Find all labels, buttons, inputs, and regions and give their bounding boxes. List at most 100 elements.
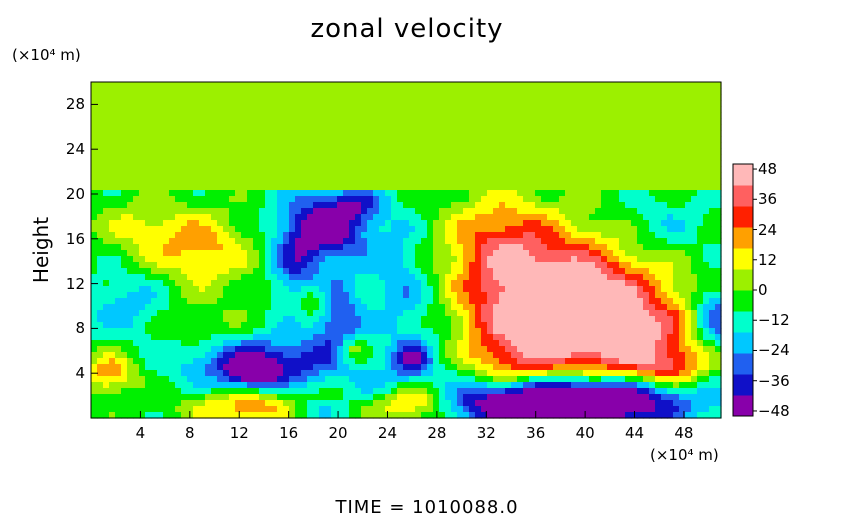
heatmap-cell xyxy=(667,292,674,299)
heatmap-cell xyxy=(505,274,512,281)
heatmap-cell xyxy=(463,124,470,131)
heatmap-cell xyxy=(415,154,422,161)
heatmap-cell xyxy=(685,136,692,143)
heatmap-cell xyxy=(217,286,224,293)
heatmap-cell xyxy=(97,244,104,251)
heatmap-cell xyxy=(289,298,296,305)
heatmap-cell xyxy=(313,328,320,335)
heatmap-cell xyxy=(427,172,434,179)
heatmap-cell xyxy=(559,232,566,239)
heatmap-cell xyxy=(175,340,182,347)
heatmap-cell xyxy=(319,214,326,221)
heatmap-cell xyxy=(439,232,446,239)
heatmap-cell xyxy=(97,286,104,293)
heatmap-cell xyxy=(211,160,218,167)
heatmap-cell xyxy=(691,172,698,179)
heatmap-cell xyxy=(649,298,656,305)
heatmap-cell xyxy=(265,322,272,329)
heatmap-cell xyxy=(613,346,620,353)
heatmap-cell xyxy=(547,184,554,191)
heatmap-cell xyxy=(217,118,224,125)
heatmap-cell xyxy=(145,286,152,293)
heatmap-cell xyxy=(427,262,434,269)
heatmap-cell xyxy=(205,220,212,227)
heatmap-cell xyxy=(103,82,110,89)
heatmap-cell xyxy=(325,220,332,227)
heatmap-cell xyxy=(421,100,428,107)
heatmap-cell xyxy=(313,286,320,293)
heatmap-cell xyxy=(559,112,566,119)
heatmap-cell xyxy=(229,262,236,269)
heatmap-cell xyxy=(355,310,362,317)
heatmap-cell xyxy=(91,94,98,101)
heatmap-cell xyxy=(601,304,608,311)
heatmap-cell xyxy=(121,136,128,143)
heatmap-cell xyxy=(523,304,530,311)
heatmap-cell xyxy=(397,346,404,353)
heatmap-cell xyxy=(493,280,500,287)
heatmap-cell xyxy=(415,130,422,137)
heatmap-cell xyxy=(169,184,176,191)
heatmap-cell xyxy=(643,94,650,101)
heatmap-cell xyxy=(577,160,584,167)
heatmap-cell xyxy=(415,358,422,365)
heatmap-cell xyxy=(139,298,146,305)
heatmap-cell xyxy=(181,244,188,251)
heatmap-cell xyxy=(367,202,374,209)
heatmap-cell xyxy=(205,292,212,299)
heatmap-cell xyxy=(391,178,398,185)
heatmap-cell xyxy=(421,232,428,239)
heatmap-cell xyxy=(103,268,110,275)
heatmap-cell xyxy=(637,250,644,257)
heatmap-cell xyxy=(151,250,158,257)
heatmap-cell xyxy=(541,94,548,101)
heatmap-cell xyxy=(571,208,578,215)
heatmap-cell xyxy=(583,88,590,95)
heatmap-cell xyxy=(511,322,518,329)
heatmap-cell xyxy=(475,298,482,305)
heatmap-cell xyxy=(253,130,260,137)
heatmap-cell xyxy=(649,196,656,203)
heatmap-cell xyxy=(157,142,164,149)
heatmap-cell xyxy=(289,202,296,209)
heatmap-cell xyxy=(91,346,98,353)
heatmap-cell xyxy=(361,100,368,107)
heatmap-cell xyxy=(361,82,368,89)
heatmap-cell xyxy=(109,352,116,359)
heatmap-cell xyxy=(697,256,704,263)
heatmap-cell xyxy=(265,232,272,239)
heatmap-cell xyxy=(247,274,254,281)
heatmap-cell xyxy=(385,280,392,287)
heatmap-cell xyxy=(601,118,608,125)
heatmap-cell xyxy=(493,304,500,311)
heatmap-cell xyxy=(403,154,410,161)
heatmap-cell xyxy=(625,88,632,95)
heatmap-cell xyxy=(427,322,434,329)
heatmap-cell xyxy=(391,130,398,137)
heatmap-cell xyxy=(151,214,158,221)
heatmap-cell xyxy=(283,142,290,149)
heatmap-cell xyxy=(451,244,458,251)
heatmap-cell xyxy=(613,292,620,299)
heatmap-cell xyxy=(199,202,206,209)
heatmap-cell xyxy=(529,232,536,239)
heatmap-cell xyxy=(715,310,722,317)
heatmap-cell xyxy=(433,298,440,305)
heatmap-cell xyxy=(133,292,140,299)
heatmap-cell xyxy=(541,220,548,227)
heatmap-cell xyxy=(673,130,680,137)
heatmap-cell xyxy=(289,82,296,89)
heatmap-cell xyxy=(415,112,422,119)
heatmap-cell xyxy=(535,100,542,107)
heatmap-cell xyxy=(529,208,536,215)
heatmap-cell xyxy=(661,88,668,95)
heatmap-cell xyxy=(625,274,632,281)
heatmap-cell xyxy=(709,184,716,191)
heatmap-cell xyxy=(361,106,368,113)
heatmap-cell xyxy=(325,346,332,353)
heatmap-cell xyxy=(541,202,548,209)
heatmap-cell xyxy=(295,178,302,185)
heatmap-cell xyxy=(487,220,494,227)
heatmap-cell xyxy=(535,82,542,89)
heatmap-cell xyxy=(577,250,584,257)
